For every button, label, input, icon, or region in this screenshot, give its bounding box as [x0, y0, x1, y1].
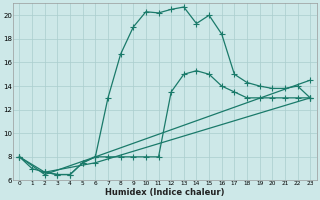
X-axis label: Humidex (Indice chaleur): Humidex (Indice chaleur)	[105, 188, 225, 197]
